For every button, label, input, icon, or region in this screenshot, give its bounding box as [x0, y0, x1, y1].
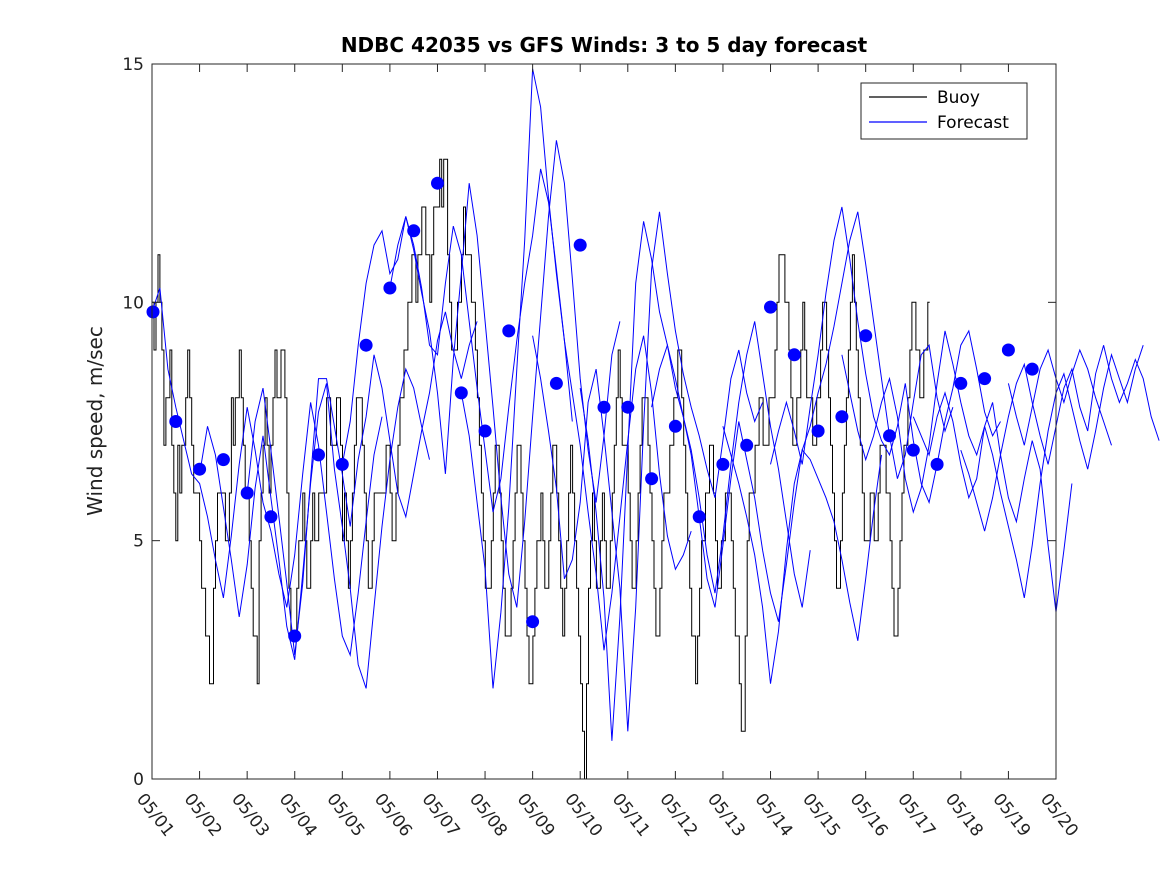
forecast-marker-6 [288, 629, 302, 643]
forecast-marker-3 [216, 453, 230, 467]
y-axis-label: Wind speed, m/sec [83, 326, 107, 516]
forecast-marker-36 [1001, 343, 1015, 357]
forecast-marker-5 [264, 510, 278, 524]
forecast-run-line-14 [1007, 348, 1112, 446]
y-tick-label-3: 15 [122, 55, 144, 75]
forecast-run-line-7 [579, 221, 811, 741]
forecast-run-line-10 [770, 206, 1001, 505]
forecast-marker-29 [835, 410, 849, 424]
y-tick-label-0: 0 [133, 770, 144, 790]
forecast-marker-26 [764, 300, 777, 314]
forecast-marker-16 [526, 615, 540, 629]
forecast-marker-24 [716, 457, 730, 471]
forecast-marker-33 [930, 457, 944, 471]
forecast-marker-14 [478, 424, 492, 438]
forecast-marker-20 [621, 400, 635, 414]
forecast-marker-22 [668, 419, 682, 433]
forecast-marker-27 [787, 348, 801, 362]
forecast-marker-11 [407, 224, 421, 238]
forecast-marker-32 [906, 443, 920, 457]
forecast-marker-31 [883, 429, 896, 443]
buoy-series-layer [152, 158, 930, 780]
forecast-run-line-2 [246, 311, 478, 656]
forecast-run-line-9 [722, 211, 954, 684]
forecast-marker-1 [169, 415, 183, 428]
y-tick-label-1: 5 [133, 532, 144, 552]
forecast-run-line-4 [389, 140, 621, 608]
forecast-run-line-13 [960, 345, 1160, 532]
forecast-marker-34 [954, 376, 968, 390]
forecast-marker-23 [692, 510, 706, 524]
plot-area [152, 64, 1056, 779]
forecast-run-line-8 [651, 343, 882, 641]
legend-label-buoy: Buoy [937, 88, 980, 108]
forecast-marker-19 [597, 400, 611, 414]
forecast-marker-10 [383, 281, 397, 295]
forecast-marker-28 [811, 424, 825, 438]
forecast-run-line-3 [341, 168, 573, 513]
legend-label-forecast: Forecast [937, 113, 1009, 133]
forecast-series-layer [151, 68, 1160, 741]
legend: Buoy Forecast [860, 82, 1028, 140]
forecast-marker-13 [454, 386, 468, 400]
forecast-run-line-12 [912, 345, 1144, 599]
forecast-marker-7 [312, 448, 325, 462]
y-tick-label-2: 10 [122, 293, 144, 313]
forecast-marker-25 [740, 438, 754, 452]
forecast-marker-12 [431, 176, 444, 190]
forecast-marker-37 [1025, 362, 1039, 376]
forecast-marker-2 [193, 462, 207, 476]
forecast-marker-4 [240, 486, 254, 500]
forecast-marker-30 [859, 329, 873, 343]
forecast-marker-15 [502, 324, 516, 338]
marker-layer [146, 176, 1039, 643]
forecast-marker-17 [549, 376, 563, 390]
forecast-marker-9 [359, 338, 373, 352]
forecast-run-line-5 [460, 68, 692, 689]
buoy-series-line [152, 158, 930, 780]
forecast-marker-0 [146, 305, 160, 319]
forecast-marker-21 [645, 472, 659, 486]
plot-frame [151, 63, 1057, 780]
legend-box [860, 82, 1028, 140]
forecast-marker-8 [335, 457, 349, 471]
chart-title: NDBC 42035 vs GFS Winds: 3 to 5 day fore… [341, 33, 868, 57]
forecast-marker-18 [573, 238, 587, 252]
forecast-marker-35 [978, 372, 992, 386]
